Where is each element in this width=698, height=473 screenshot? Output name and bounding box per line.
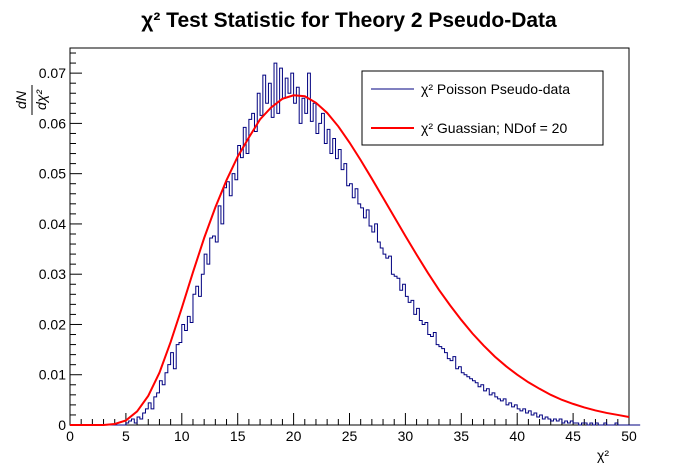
y-tick-label: 0.02	[39, 316, 66, 332]
y-tick-label: 0.05	[39, 166, 66, 182]
x-tick-label: 20	[286, 428, 302, 444]
y-tick-label: 0.07	[39, 65, 66, 81]
y-axis-label-denominator: dχ²	[33, 89, 49, 110]
x-tick-label: 45	[565, 428, 581, 444]
x-tick-label: 30	[398, 428, 414, 444]
x-axis-label: χ²	[597, 447, 609, 463]
x-tick-label: 40	[509, 428, 525, 444]
y-tick-label: 0.06	[39, 115, 66, 131]
y-tick-label: 0.03	[39, 266, 66, 282]
series-layer	[70, 62, 641, 426]
legend[interactable]: χ² Poisson Pseudo-data χ² Guassian; NDof …	[361, 70, 604, 146]
y-axis-label: dN dχ²	[13, 85, 49, 115]
gaussian-curve	[70, 94, 630, 426]
x-tick-label: 25	[342, 428, 358, 444]
legend-label-1: χ² Poisson Pseudo-data	[421, 81, 570, 97]
y-tick-label: 0.01	[39, 367, 66, 383]
y-axis: 0 0.01 0.02 0.03 0.04 0.05 0.06 0.07	[39, 52, 82, 433]
y-tick-label: 0.04	[39, 216, 66, 232]
x-tick-label: 35	[454, 428, 470, 444]
y-tick-label: 0	[58, 417, 66, 433]
x-tick-label: 5	[122, 428, 130, 444]
x-tick-label: 50	[621, 428, 637, 444]
y-axis-label-numerator: dN	[13, 90, 29, 109]
legend-box	[361, 70, 604, 146]
chart-title: χ² Test Statistic for Theory 2 Pseudo-Da…	[141, 9, 557, 32]
x-tick-label: 0	[66, 428, 74, 444]
x-tick-label: 10	[174, 428, 190, 444]
x-axis: 0 5 10 15 20 25 30 35 40 45 50	[66, 413, 637, 444]
histogram-series	[70, 62, 641, 426]
legend-label-2: χ² Guassian; NDof = 20	[421, 120, 567, 136]
x-tick-label: 15	[230, 428, 246, 444]
plot-area: 0 5 10 15 20 25 30 35 40 45 50 0 0.01 0.02 0.03 0.04 0.…	[39, 47, 641, 444]
